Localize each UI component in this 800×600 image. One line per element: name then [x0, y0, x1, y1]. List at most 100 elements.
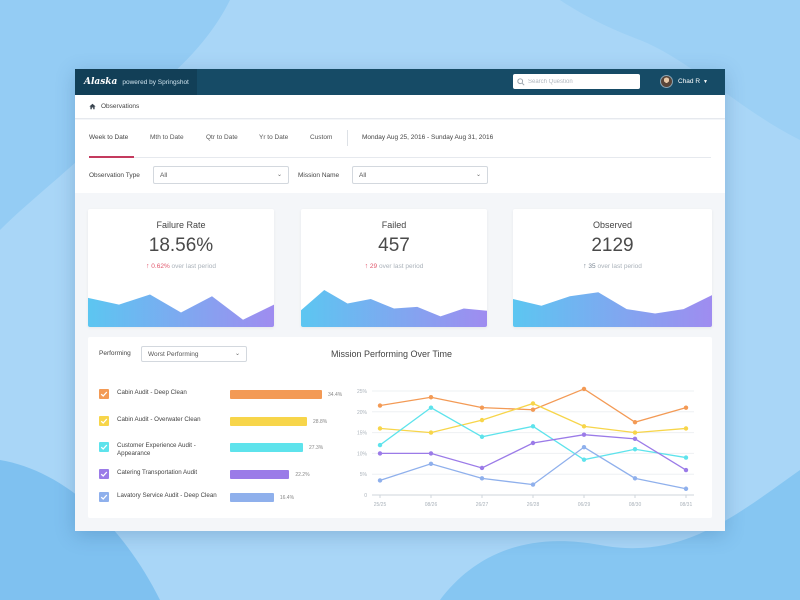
brand[interactable]: Alaska powered by Springshot	[75, 69, 197, 95]
data-point[interactable]	[581, 432, 587, 437]
breadcrumb-label[interactable]: Observations	[101, 103, 140, 110]
observation-type-value: All	[160, 171, 168, 179]
series-line	[379, 406, 687, 461]
checkbox[interactable]	[99, 492, 109, 502]
data-point[interactable]	[683, 486, 689, 491]
check-icon	[100, 391, 108, 397]
data-point[interactable]	[530, 482, 536, 487]
kpi-sparkline	[301, 290, 487, 327]
kpi-value: 2129	[591, 235, 634, 256]
tab-year-to-date[interactable]: Yr to Date	[259, 134, 289, 141]
data-point[interactable]	[632, 420, 638, 425]
breadcrumb: Observations	[75, 95, 725, 119]
data-point[interactable]	[530, 424, 536, 429]
list-item[interactable]: Cabin Audit - Deep Clean 34.4%	[99, 387, 349, 405]
data-point[interactable]	[479, 405, 485, 410]
kpi-card-failure-rate[interactable]: Failure Rate 18.56% ↑ 0.62% over last pe…	[88, 209, 274, 327]
arrow-up-icon: ↑	[364, 263, 369, 270]
data-point[interactable]	[479, 434, 485, 439]
data-point[interactable]	[428, 451, 434, 456]
data-point[interactable]	[377, 451, 383, 456]
mission-name-select[interactable]: All ⌄	[352, 166, 488, 184]
data-point[interactable]	[479, 476, 485, 481]
performing-select[interactable]: Worst Performing ⌄	[141, 346, 247, 362]
kpi-change-suffix: over last period	[171, 263, 216, 270]
kpi-change-suffix: over last period	[378, 263, 424, 270]
mission-bar	[230, 443, 303, 452]
user-menu[interactable]: Chad R ▼	[660, 75, 708, 88]
data-point[interactable]	[683, 405, 689, 410]
data-point[interactable]	[428, 395, 434, 400]
avatar[interactable]	[660, 75, 673, 88]
checkbox[interactable]	[99, 416, 109, 426]
home-icon[interactable]	[89, 103, 96, 110]
series-line	[380, 434, 687, 471]
data-point[interactable]	[632, 430, 638, 435]
filter-panel: Week to Date Mth to Date Qtr to Date Yr …	[75, 120, 725, 193]
data-point[interactable]	[632, 447, 638, 452]
y-tick-label: 5%	[360, 472, 368, 478]
period-tabs: Week to Date Mth to Date Qtr to Date Yr …	[89, 120, 711, 158]
mission-bar	[230, 390, 322, 399]
search-box[interactable]	[513, 74, 640, 89]
checkbox[interactable]	[99, 442, 109, 452]
kpi-card-failed[interactable]: Failed 457 ↑ 29 over last period	[301, 209, 487, 327]
y-tick-label: 0	[364, 493, 367, 499]
data-point[interactable]	[530, 440, 536, 446]
chevron-down-icon: ⌄	[234, 351, 240, 357]
y-tick-label: 20%	[357, 410, 368, 416]
mission-name-value: All	[359, 171, 367, 179]
tab-custom[interactable]: Custom	[310, 134, 333, 141]
tab-quarter-to-date[interactable]: Qtr to Date	[206, 134, 238, 141]
data-point[interactable]	[581, 424, 587, 429]
list-item[interactable]: Cabin Audit - Overwater Clean 28.8%	[99, 414, 349, 432]
tab-month-to-date[interactable]: Mth to Date	[150, 134, 184, 141]
data-point[interactable]	[683, 467, 689, 473]
data-point[interactable]	[479, 465, 485, 471]
kpi-title: Failed	[381, 220, 407, 230]
kpi-sparkline	[513, 292, 712, 327]
kpi-sparkline	[88, 294, 274, 327]
data-point[interactable]	[530, 407, 536, 412]
data-point[interactable]	[377, 403, 383, 408]
data-point[interactable]	[377, 478, 383, 483]
mission-name-label: Mission Name	[298, 172, 340, 179]
arrow-up-icon: ↑	[145, 263, 150, 270]
mission-percent: 28.8%	[313, 419, 328, 425]
kpi-card-observed[interactable]: Observed 2129 ↑ 35 over last period	[513, 209, 712, 327]
check-icon	[100, 494, 108, 500]
search-input[interactable]	[528, 78, 636, 85]
data-point[interactable]	[581, 457, 587, 462]
list-item[interactable]: Lavatory Service Audit - Deep Clean 16.4…	[99, 490, 349, 508]
list-item[interactable]: Catering Transportation Audit 22.2%	[99, 467, 349, 485]
mission-label: Customer Experience Audit - Appearance	[117, 442, 196, 457]
caret-down-icon[interactable]: ▼	[703, 78, 708, 85]
data-point[interactable]	[530, 401, 536, 406]
data-point[interactable]	[683, 426, 689, 431]
data-point[interactable]	[479, 417, 485, 423]
list-item[interactable]: Customer Experience Audit - Appearance 2…	[99, 440, 349, 458]
observation-type-select[interactable]: All ⌄	[153, 166, 289, 184]
tab-week-to-date[interactable]: Week to Date	[89, 134, 129, 141]
data-point[interactable]	[428, 430, 434, 435]
data-point[interactable]	[428, 461, 434, 466]
mission-line-chart: 0 5% 10% 15% 20% 25% 25/25 08/26 26/27 26/28 06/29…	[357, 386, 694, 508]
data-point[interactable]	[581, 444, 587, 450]
data-point[interactable]	[428, 405, 434, 410]
performing-label: Performing	[99, 350, 131, 357]
chevron-down-icon: ⌄	[276, 172, 282, 178]
mission-bar	[230, 470, 290, 479]
checkbox[interactable]	[99, 469, 109, 479]
data-point[interactable]	[683, 455, 689, 460]
data-point[interactable]	[377, 442, 383, 448]
data-point[interactable]	[632, 436, 638, 442]
kpi-change-row: ↑ 29 over last period	[301, 263, 487, 270]
data-point[interactable]	[632, 476, 638, 481]
user-name[interactable]: Chad R	[678, 78, 701, 85]
observation-type-label: Observation Type	[89, 172, 140, 179]
checkbox[interactable]	[99, 389, 109, 399]
mission-label: Catering Transportation Audit	[117, 469, 198, 476]
data-point[interactable]	[377, 426, 383, 431]
data-point[interactable]	[581, 386, 587, 392]
sparkline-area	[88, 294, 274, 327]
